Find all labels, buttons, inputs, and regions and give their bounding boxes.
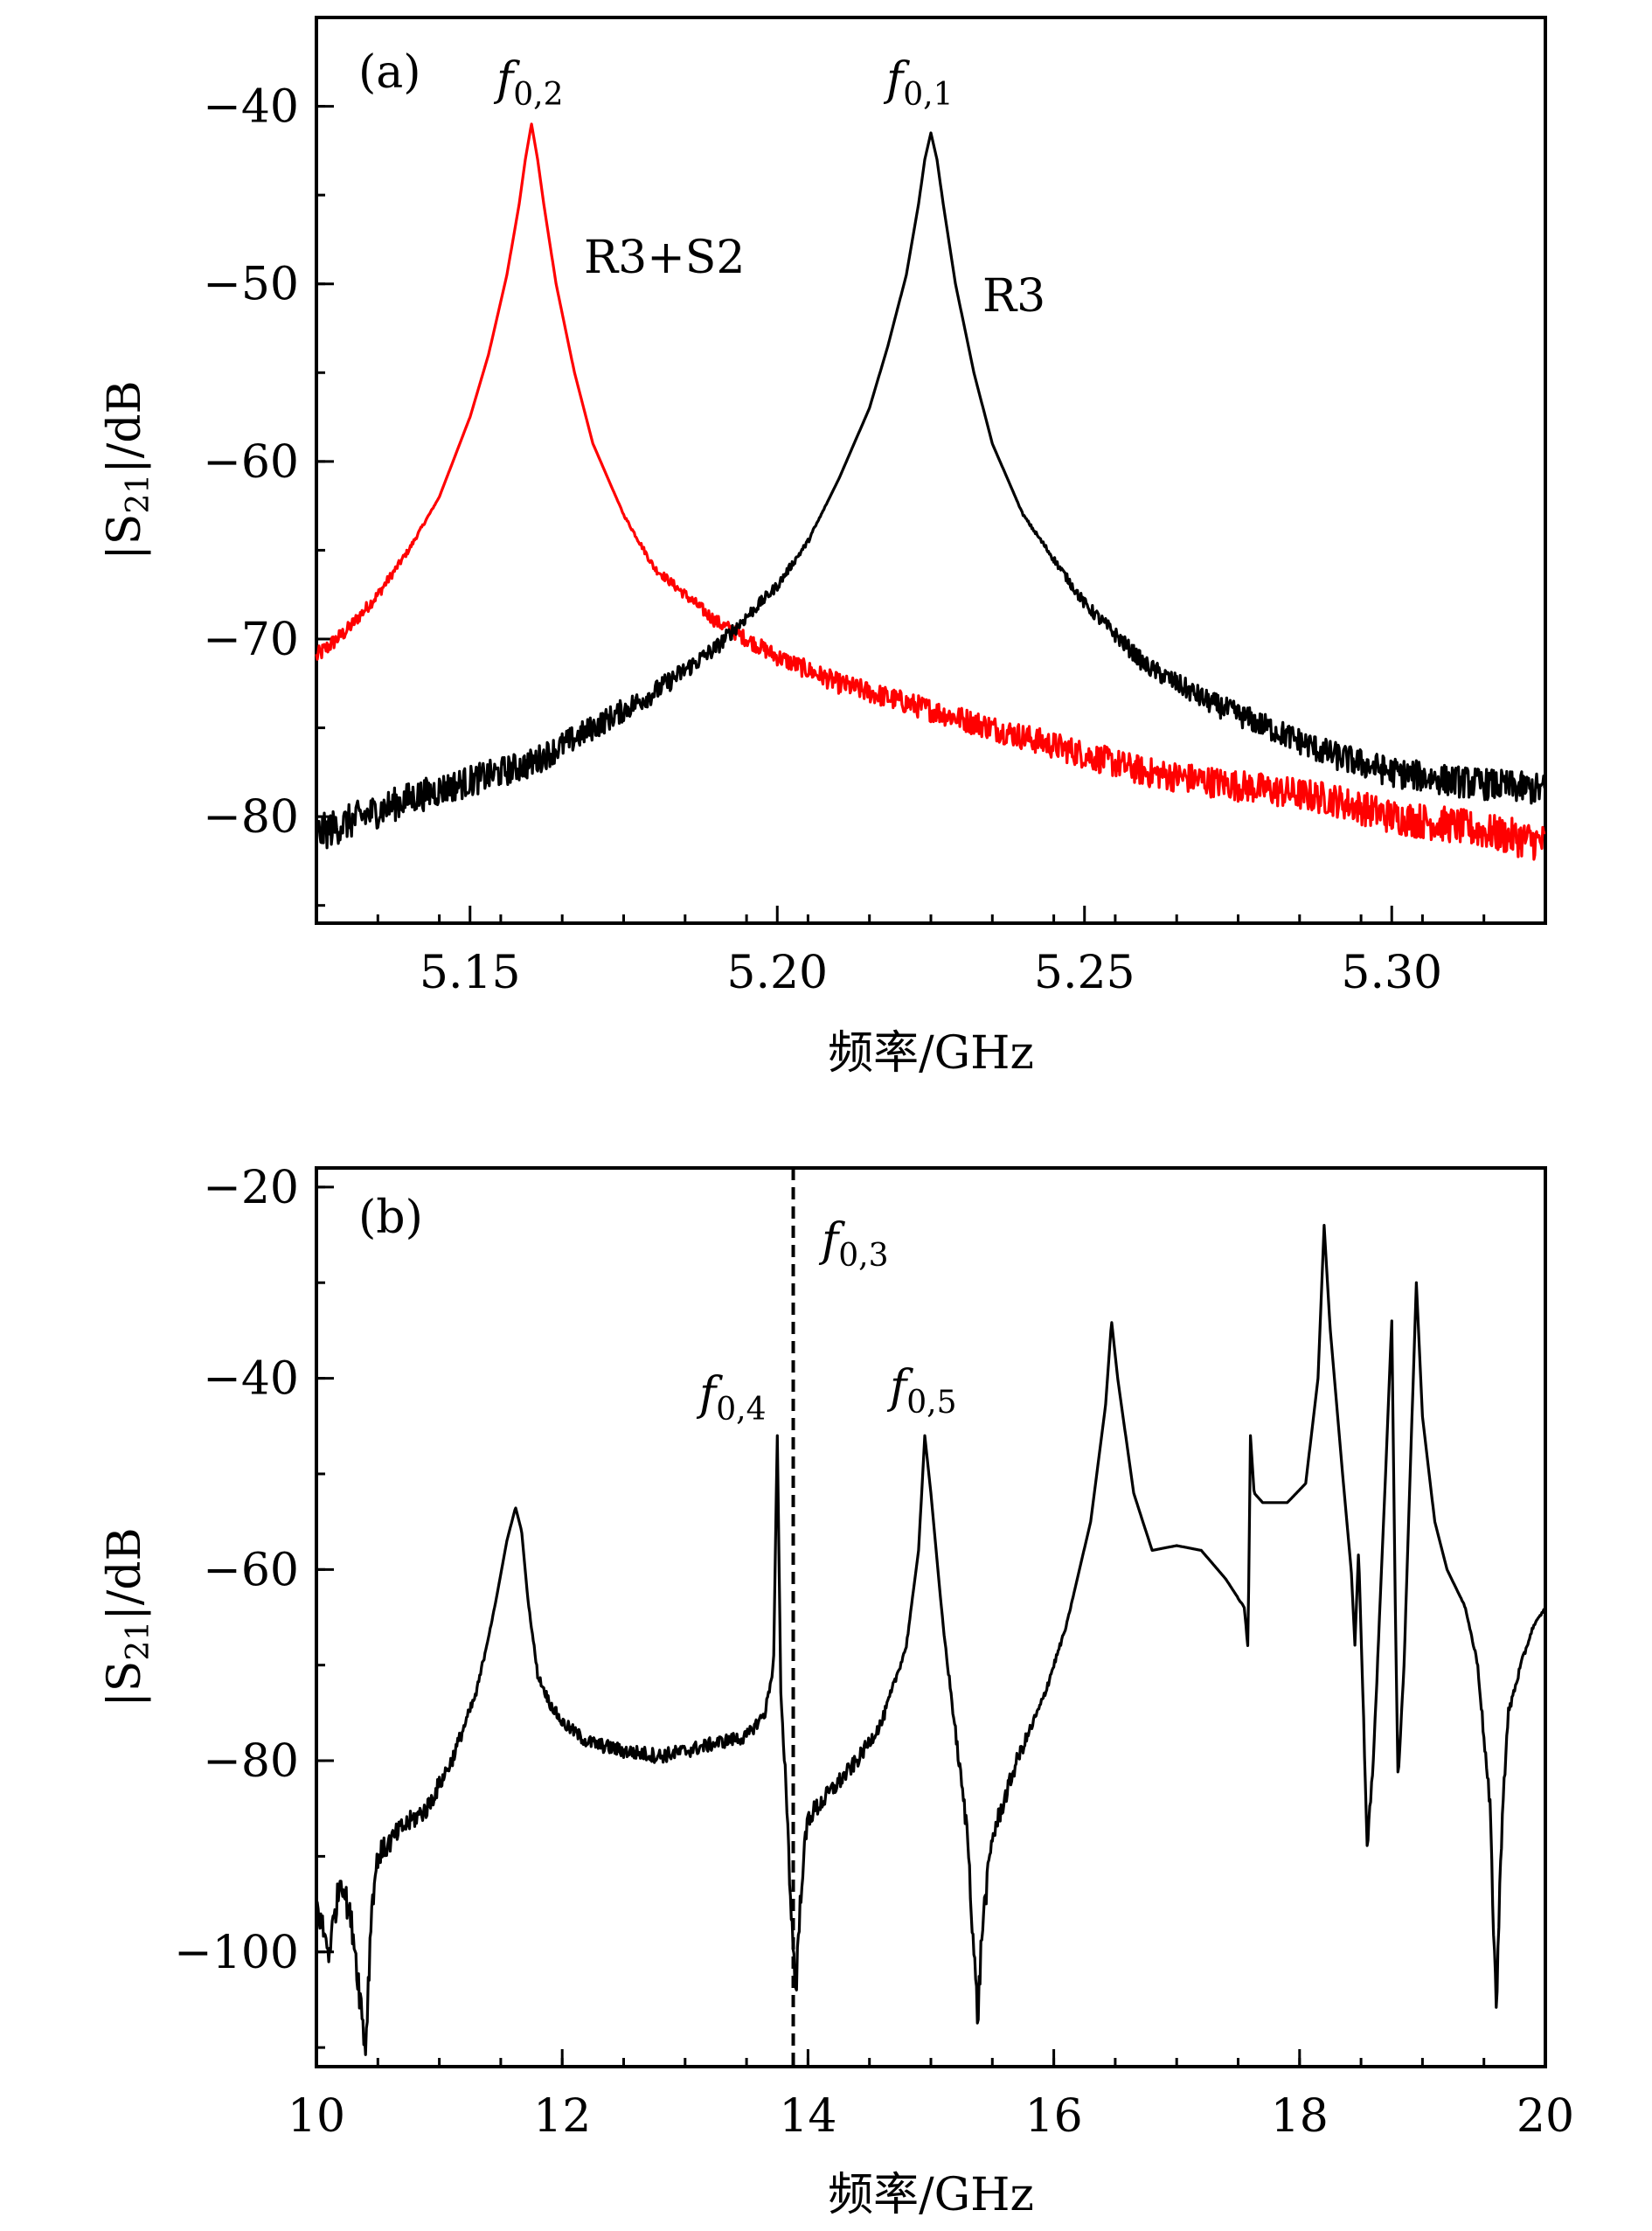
x-tick-label: 10	[288, 2090, 345, 2143]
y-tick-label: −40	[203, 1353, 299, 1406]
panel-b-series	[315, 1223, 1546, 2056]
y-tick-label: −20	[203, 1162, 299, 1214]
y-tick-label: −60	[203, 436, 299, 489]
panel-b-x-ticks: 10 12 14 16 18 20	[288, 2049, 1574, 2143]
panel-a-label: (a)	[358, 46, 421, 99]
x-tick-label: 5.20	[726, 947, 828, 999]
series-label-r3-s2: R3+S2	[584, 232, 746, 284]
x-tick-label: 5.15	[420, 947, 521, 999]
y-tick-label: −50	[203, 259, 299, 311]
y-tick-label: −60	[203, 1544, 299, 1596]
panel-b-y-ticks: −20 −40 −60 −80 −100	[174, 1162, 334, 2049]
peak-label-f02: f0,2	[493, 53, 564, 113]
series-line-s21	[315, 1223, 1546, 2056]
x-tick-label: 5.25	[1034, 947, 1135, 999]
x-tick-label: 18	[1271, 2090, 1329, 2143]
y-tick-label: −80	[203, 791, 299, 844]
series-line-r3	[315, 131, 1547, 850]
panel-b: 10 12 14 16 18 20 −20 −40 −60 −80 −100 (b) f0,3 f…	[99, 1162, 1574, 2221]
series-label-r3: R3	[982, 270, 1045, 323]
peak-label-f04: f0,4	[696, 1368, 767, 1428]
peak-label-f03: f0,3	[818, 1214, 889, 1274]
panel-a: 5.15 5.20 5.25 5.30 −40 −50 −60 −70 −80 (a) R3+…	[99, 16, 1547, 1080]
panel-a-x-ticks: 5.15 5.20 5.25 5.30	[315, 906, 1547, 999]
x-tick-label: 14	[779, 2090, 836, 2143]
x-tick-label: 16	[1025, 2090, 1083, 2143]
panel-a-y-axis-title: |S21|/dB	[99, 380, 156, 560]
x-tick-label: 5.30	[1341, 947, 1442, 999]
x-tick-label: 12	[533, 2090, 591, 2143]
peak-label-f05: f0,5	[886, 1361, 957, 1421]
panel-a-frame	[315, 16, 1547, 925]
panel-a-y-ticks: −40 −50 −60 −70 −80	[203, 16, 334, 907]
panel-a-series	[315, 122, 1547, 861]
y-tick-label: −70	[203, 614, 299, 666]
panel-b-x-axis-title: 频率/GHz	[828, 2169, 1034, 2221]
panel-b-y-axis-title: |S21|/dB	[99, 1527, 156, 1707]
y-tick-label: −40	[203, 81, 299, 134]
series-line-r3-s2	[315, 122, 1546, 861]
y-tick-label: −80	[203, 1735, 299, 1788]
panel-b-label: (b)	[358, 1192, 423, 1244]
y-tick-label: −100	[174, 1927, 299, 1979]
x-tick-label: 20	[1517, 2090, 1574, 2143]
panel-a-x-axis-title: 频率/GHz	[828, 1027, 1034, 1080]
peak-label-f01: f0,1	[883, 53, 954, 113]
